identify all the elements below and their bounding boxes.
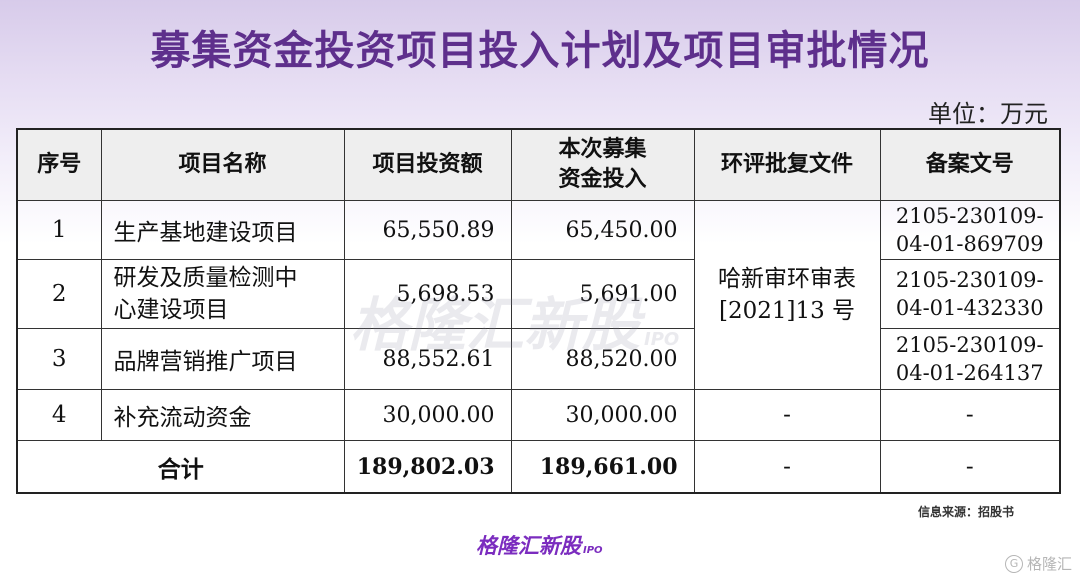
page-title: 募集资金投资项目投入计划及项目审批情况 — [150, 28, 930, 74]
total-row: 合计 189,802.03 189,661.00 - - — [16, 440, 1061, 494]
row-investment: 5,698.53 — [343, 259, 512, 329]
total-env-approval: - — [693, 440, 881, 494]
source-note: 信息来源：招股书 — [917, 505, 1014, 519]
table-row: 3 品牌营销推广项目 88,552.61 88,520.00 2105-2301… — [16, 328, 1061, 390]
row-no: 3 — [16, 328, 102, 390]
row-investment: 88,552.61 — [343, 328, 512, 390]
brand-suffix: IPO — [583, 545, 603, 556]
row-filing-no: 2105-230109- 04-01-432330 — [879, 259, 1061, 329]
total-raised: 189,661.00 — [510, 440, 695, 494]
project-name-line1: 研发及质量检测中 — [113, 265, 298, 291]
row-project-name: 研发及质量检测中 心建设项目 — [100, 259, 345, 329]
header-env-approval: 环评批复文件 — [693, 128, 881, 201]
row-no: 4 — [16, 389, 102, 441]
filing-line1: 2105-230109- — [895, 204, 1044, 228]
header-investment: 项目投资额 — [343, 128, 512, 201]
env-approval-line1: 哈新审环审表 — [718, 266, 856, 292]
row-project-name: 生产基地建设项目 — [100, 200, 345, 260]
row-raised: 30,000.00 — [510, 389, 695, 441]
env-approval-cell: 哈新审环审表 [2021]13 号 — [693, 200, 881, 390]
table-row: 2 研发及质量检测中 心建设项目 5,698.53 5,691.00 2105-… — [16, 259, 1061, 329]
header-no: 序号 — [16, 128, 102, 201]
row-env-approval: - — [693, 389, 881, 441]
row-project-name: 补充流动资金 — [100, 389, 345, 441]
env-approval-line2: [2021]13 号 — [718, 298, 856, 324]
row-no: 2 — [16, 259, 102, 329]
table-header-row: 序号 项目名称 项目投资额 本次募集 资金投入 环评批复文件 备案文号 — [16, 128, 1061, 201]
header-project-name: 项目名称 — [100, 128, 345, 201]
header-raised-line1: 本次募集 — [558, 137, 647, 162]
project-name-line2: 心建设项目 — [113, 297, 229, 323]
row-filing-no: 2105-230109- 04-01-264137 — [879, 328, 1061, 390]
corner-logo: G 格隆汇 — [1004, 553, 1072, 574]
header-raised-funds: 本次募集 资金投入 — [510, 128, 695, 201]
g-logo-icon: G — [1004, 554, 1023, 573]
row-investment: 65,550.89 — [343, 200, 512, 260]
filing-line1: 2105-230109- — [895, 333, 1044, 357]
corner-logo-text: 格隆汇 — [1026, 555, 1072, 573]
total-investment: 189,802.03 — [343, 440, 512, 494]
filing-line2: 04-01-432330 — [895, 296, 1044, 320]
row-filing-no: 2105-230109- 04-01-869709 — [879, 200, 1061, 260]
table-row: 4 补充流动资金 30,000.00 30,000.00 - - — [16, 389, 1061, 441]
row-raised: 65,450.00 — [510, 200, 695, 260]
row-raised: 88,520.00 — [510, 328, 695, 390]
table-row: 1 生产基地建设项目 65,550.89 65,450.00 哈新审环审表 [2… — [16, 200, 1061, 390]
row-no: 1 — [16, 200, 102, 260]
row-investment: 30,000.00 — [343, 389, 512, 441]
filing-line2: 04-01-264137 — [895, 361, 1044, 385]
filing-line2: 04-01-869709 — [895, 232, 1044, 256]
row-project-name: 品牌营销推广项目 — [100, 328, 345, 390]
brand-name: 格隆汇新股 — [476, 534, 581, 558]
header-raised-line2: 资金投入 — [558, 167, 647, 192]
unit-label: 单位：万元 — [928, 100, 1048, 128]
brand-logo: 格隆汇新股 IPO — [476, 530, 603, 560]
filing-line1: 2105-230109- — [895, 268, 1044, 292]
row-raised: 5,691.00 — [510, 259, 695, 329]
total-filing-no: - — [879, 440, 1061, 494]
total-label: 合计 — [16, 440, 345, 494]
header-filing-no: 备案文号 — [879, 128, 1061, 201]
row-filing-no: - — [879, 389, 1061, 441]
investment-table: 序号 项目名称 项目投资额 本次募集 资金投入 环评批复文件 备案文号 1 生产… — [16, 128, 1061, 494]
